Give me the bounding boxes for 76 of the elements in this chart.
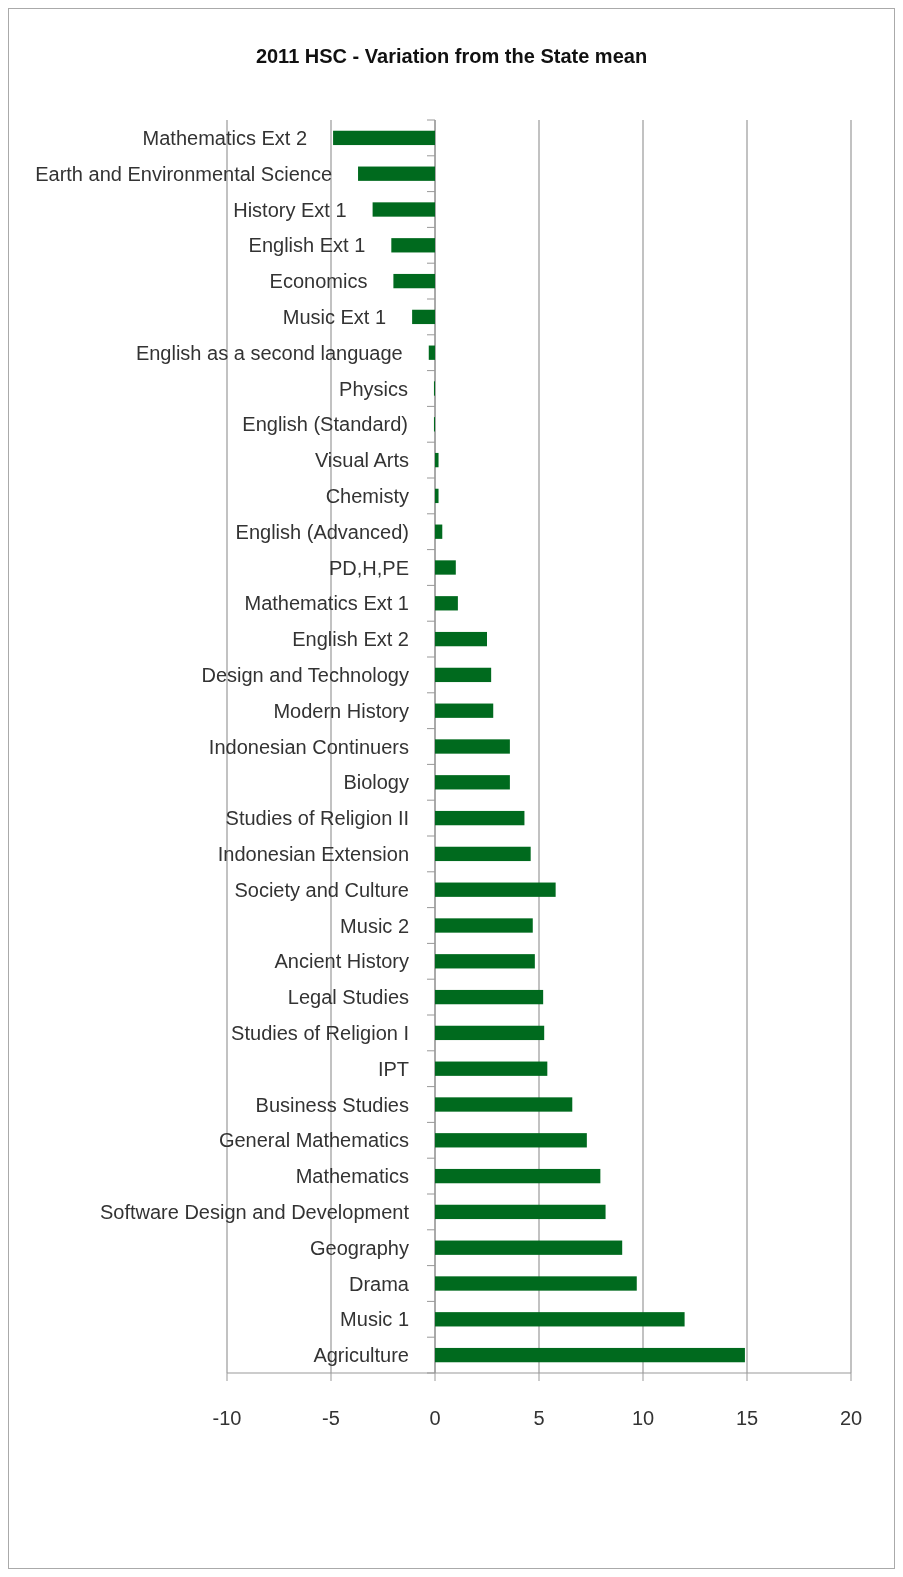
y-tick-label: Society and Culture [234, 878, 409, 901]
bar [435, 1097, 573, 1112]
bar [391, 238, 435, 253]
y-tick-label: Business Studies [255, 1093, 409, 1116]
x-tick-label: 5 [533, 1407, 545, 1429]
bar [435, 631, 487, 647]
y-tick-label: Mathematics Ext 2 [142, 126, 308, 149]
y-tick-label: Legal Studies [287, 986, 409, 1009]
bar [372, 202, 435, 217]
y-tick-label: Agriculture [313, 1344, 409, 1367]
y-tick-label: English (Standard) [242, 413, 408, 436]
y-tick-label: English (Advanced) [235, 520, 409, 543]
bar [435, 1168, 601, 1184]
y-tick-label: Software Design and Development [99, 1200, 410, 1223]
bar [435, 596, 458, 611]
bar [435, 739, 510, 754]
bar [412, 309, 435, 325]
y-tick-label: Music Ext 1 [282, 305, 387, 328]
y-tick-label: Indonesian Extension [217, 842, 409, 865]
y-tick-label: Design and Technology [201, 663, 409, 686]
y-tick-label: English Ext 2 [292, 628, 409, 651]
bar [435, 918, 533, 933]
bar [435, 1133, 587, 1148]
y-tick-label: Mathematics Ext 1 [244, 592, 409, 615]
bar [435, 1347, 745, 1363]
bar [435, 1061, 548, 1076]
bar [435, 488, 439, 504]
bar [435, 954, 535, 969]
y-tick-label: Ancient History [274, 950, 409, 973]
bar [435, 560, 456, 575]
bar [435, 703, 494, 718]
y-tick-label: Drama [348, 1272, 410, 1295]
bar [428, 345, 435, 360]
bar [435, 524, 443, 539]
y-tick-label: Mathematics [295, 1165, 409, 1188]
x-tick-label: 20 [839, 1407, 863, 1429]
y-tick-label: Visual Arts [314, 449, 409, 472]
bar [435, 1204, 606, 1220]
bar [435, 1312, 685, 1327]
y-tick-label: Chemisty [325, 484, 409, 507]
y-tick-label: Music 1 [340, 1308, 409, 1331]
y-tick-label: English Ext 1 [248, 234, 366, 257]
bar [358, 166, 435, 181]
y-tick-label: Physics [339, 377, 408, 400]
y-tick-label: Studies of Religion I [231, 1021, 409, 1044]
bar [435, 810, 525, 826]
x-tick-label: 10 [631, 1407, 655, 1429]
bar [435, 846, 531, 862]
chart-title: 2011 HSC - Variation from the State mean [255, 45, 648, 67]
bar [435, 1276, 637, 1291]
bar [435, 775, 510, 790]
y-tick-label: Music 2 [340, 914, 409, 937]
bar [435, 882, 556, 897]
bar [333, 130, 435, 146]
y-tick-label: Earth and Environmental Science [35, 162, 333, 185]
y-tick-label: Economics [269, 270, 368, 293]
y-tick-label: Indonesian Continuers [208, 735, 409, 758]
x-tick-label: -10 [212, 1407, 242, 1429]
bar [435, 667, 492, 683]
y-tick-label: History Ext 1 [233, 198, 347, 221]
y-tick-label: Biology [343, 771, 409, 794]
bar [435, 989, 544, 1005]
y-tick-label: English as a second language [135, 341, 403, 364]
y-tick-label: Modern History [273, 699, 409, 722]
bar [435, 452, 439, 468]
y-tick-label: IPT [377, 1057, 409, 1080]
y-tick-label: General Mathematics [218, 1129, 409, 1152]
y-tick-label: PD,H,PE [328, 556, 409, 579]
bar [435, 1240, 623, 1255]
bar [393, 273, 435, 289]
x-tick-label: 15 [735, 1407, 759, 1429]
y-tick-label: Studies of Religion II [225, 807, 409, 830]
bar [435, 1025, 545, 1041]
x-tick-label: 0 [429, 1407, 441, 1429]
x-tick-label: -5 [322, 1407, 340, 1429]
y-tick-label: Geography [310, 1236, 409, 1259]
